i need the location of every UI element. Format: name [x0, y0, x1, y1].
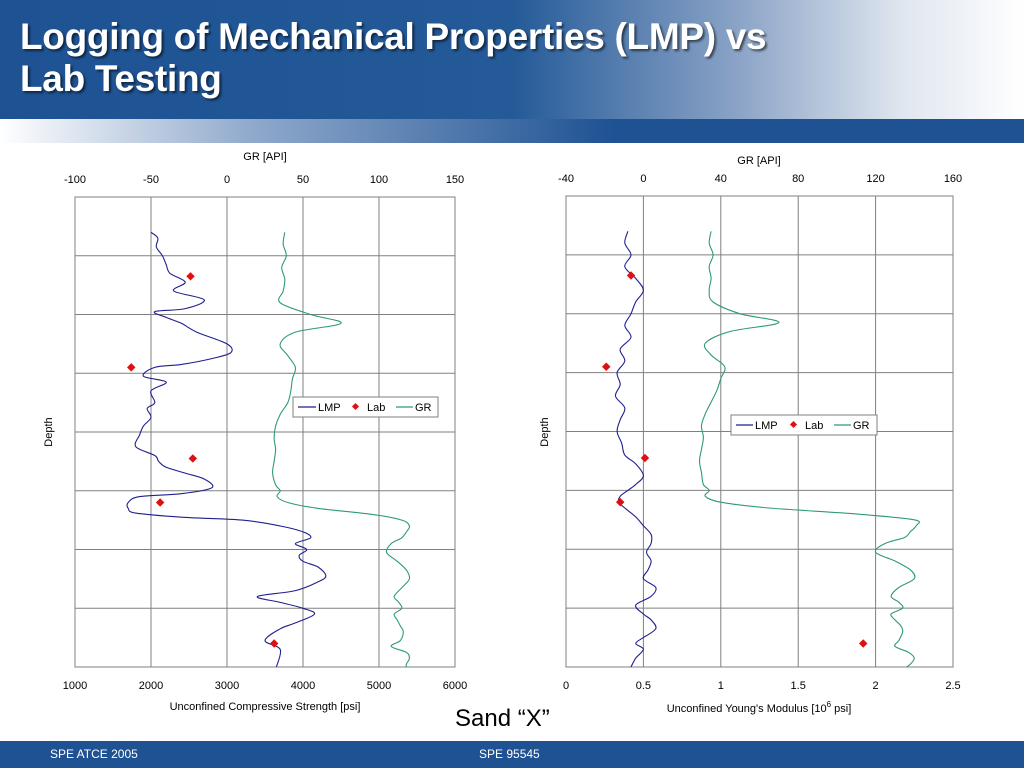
- x2-tick-label: 0: [224, 174, 230, 186]
- x2-tick-label: 80: [792, 173, 804, 185]
- footer-band: SPE ATCE 2005 SPE 95545: [0, 741, 1024, 768]
- x2-tick-label: -50: [143, 174, 159, 186]
- legend-box: [292, 396, 439, 418]
- series-lab-marker: [615, 497, 625, 507]
- modulus-depth-chart: 0 0.5 1 1.5 2 2.5 -40 0 40 80 120 160 GR [API] Unc…: [539, 155, 962, 715]
- legend: LMP Lab GR: [292, 396, 439, 418]
- x-tick-label: 3000: [215, 680, 239, 692]
- x-tick-label: 2000: [139, 680, 163, 692]
- series-lab-marker: [269, 639, 279, 648]
- legend: LMP Lab GR: [730, 414, 878, 436]
- x2-tick-label: 120: [866, 173, 884, 185]
- series-gr-line: [272, 232, 411, 668]
- legend-gr-label: GR: [415, 402, 432, 414]
- header-band: [0, 0, 1024, 119]
- series-lab-marker: [858, 639, 868, 648]
- footer-conference: SPE ATCE 2005: [50, 747, 138, 761]
- series-lab-marker: [126, 363, 136, 372]
- footer-paper-number: SPE 95545: [479, 747, 540, 761]
- x-tick-label: 0.5: [636, 680, 651, 692]
- series-lmp-line: [126, 231, 327, 668]
- x-tick-label: 4000: [291, 680, 315, 692]
- legend-lab-swatch: [351, 402, 360, 411]
- sand-label: Sand “X”: [455, 705, 550, 732]
- bottom-axis-title-superscript: 6: [827, 700, 832, 709]
- series-lab-marker: [188, 454, 198, 463]
- bottom-axis-title: Unconfined Young's Modulus [106 psi]: [667, 700, 852, 715]
- bottom-axis-title-end: psi]: [831, 703, 851, 715]
- series-lmp-line: [614, 231, 657, 668]
- legend-lmp-label: LMP: [755, 420, 778, 432]
- header-stripe: [0, 119, 1024, 143]
- bottom-axis-title: Unconfined Compressive Strength [psi]: [170, 701, 361, 713]
- legend-gr-label: GR: [853, 420, 870, 432]
- legend-lmp-label: LMP: [318, 402, 341, 414]
- x-tick-label: 5000: [367, 680, 391, 692]
- x2-tick-label: 150: [446, 174, 464, 186]
- x-tick-label: 0: [563, 680, 569, 692]
- x-tick-label: 1.5: [791, 680, 806, 692]
- series-lab-marker: [155, 498, 165, 507]
- y-axis-title: Depth: [43, 417, 55, 446]
- x2-tick-label: 50: [297, 174, 309, 186]
- legend-box: [730, 414, 878, 436]
- x-tick-label: 2.5: [945, 680, 960, 692]
- legend-lab-swatch: [789, 420, 798, 429]
- bottom-axis-title-main: Unconfined Young's Modulus [10: [667, 703, 827, 715]
- x-tick-label: 6000: [443, 680, 467, 692]
- top-axis-title: GR [API]: [243, 151, 286, 163]
- legend-lab-label: Lab: [367, 402, 385, 414]
- series-gr-line: [698, 231, 921, 668]
- x2-tick-label: 100: [370, 174, 388, 186]
- ucs-depth-chart: 1000 2000 3000 4000 5000 6000 -100 -50 0 50 100 15…: [43, 151, 467, 713]
- series-lab-marker: [602, 362, 611, 371]
- top-axis-title: GR [API]: [737, 155, 780, 167]
- series-lab-marker: [626, 271, 636, 280]
- x2-tick-label: 160: [944, 173, 962, 185]
- series-lab-marker: [186, 272, 195, 281]
- x2-tick-label: -100: [64, 174, 86, 186]
- y-axis-title: Depth: [539, 417, 551, 446]
- x2-tick-label: -40: [558, 173, 574, 185]
- slide-title-line-1: Logging of Mechanical Properties (LMP) v…: [20, 16, 767, 57]
- x-tick-label: 1: [718, 680, 724, 692]
- x-tick-label: 1000: [63, 680, 87, 692]
- slide-title: Logging of Mechanical Properties (LMP) v…: [20, 16, 767, 100]
- x2-tick-label: 0: [640, 173, 646, 185]
- legend-lab-label: Lab: [805, 420, 823, 432]
- x-tick-label: 2: [873, 680, 879, 692]
- slide-title-line-2: Lab Testing: [20, 58, 222, 99]
- x2-tick-label: 40: [715, 173, 727, 185]
- series-lab-marker: [640, 453, 650, 463]
